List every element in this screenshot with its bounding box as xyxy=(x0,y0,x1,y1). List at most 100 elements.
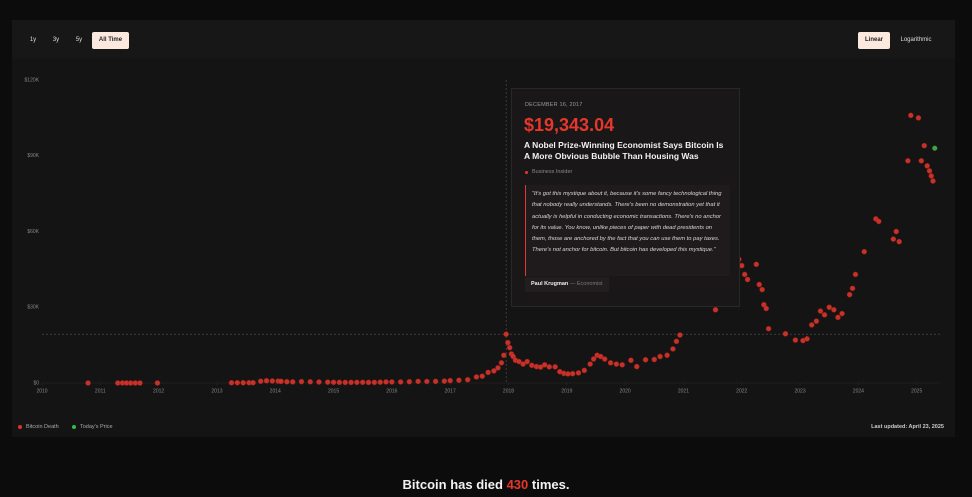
data-point xyxy=(808,322,815,328)
data-point xyxy=(284,378,290,385)
data-point xyxy=(479,373,486,379)
data-point xyxy=(670,346,676,352)
data-point xyxy=(849,285,856,292)
data-point xyxy=(269,378,276,384)
data-point xyxy=(397,379,404,385)
data-point xyxy=(581,367,588,374)
data-point xyxy=(835,314,841,321)
data-point xyxy=(501,352,507,359)
data-point xyxy=(587,361,593,367)
data-point xyxy=(85,380,91,386)
data-point xyxy=(263,377,270,384)
data-point xyxy=(931,145,938,151)
x-tick-label: 2025 xyxy=(911,388,922,394)
data-point xyxy=(377,379,384,385)
legend-label: Bitcoin Death xyxy=(26,424,59,430)
data-point xyxy=(804,336,810,342)
data-point xyxy=(520,361,526,367)
data-point xyxy=(928,173,935,179)
data-point xyxy=(336,379,343,386)
x-tick-label: 2020 xyxy=(620,388,631,394)
data-point xyxy=(389,379,395,385)
tooltip-headline: A Nobel Prize-Winning Economist Says Bit… xyxy=(524,140,724,161)
data-point xyxy=(633,363,640,370)
data-point xyxy=(756,281,763,288)
data-point xyxy=(516,358,522,365)
data-point xyxy=(289,379,296,385)
data-point xyxy=(137,380,143,386)
scale-button[interactable]: Linear xyxy=(858,32,890,49)
data-point xyxy=(456,377,462,384)
data-point xyxy=(330,379,337,386)
author-role: — Economist xyxy=(569,281,603,287)
data-point xyxy=(813,318,820,324)
footer-after: times. xyxy=(531,477,570,492)
legend-label: Today's Price xyxy=(80,424,113,430)
data-point xyxy=(354,379,360,386)
x-tick-label: 2016 xyxy=(386,388,397,394)
tooltip: DECEMBER 16, 2017 $19,343.04 A Nobel Pri… xyxy=(511,88,740,307)
data-point xyxy=(664,352,670,359)
scale-button[interactable]: Logarithmic xyxy=(900,37,932,43)
range-button[interactable]: 5y xyxy=(75,37,83,43)
x-tick-label: 2024 xyxy=(853,388,864,394)
data-point xyxy=(893,228,900,235)
data-point xyxy=(905,157,911,164)
data-point xyxy=(524,358,530,365)
tooltip-date: DECEMBER 16, 2017 xyxy=(525,102,583,108)
x-tick-label: 2014 xyxy=(270,388,281,394)
data-point xyxy=(278,378,284,385)
x-tick-label: 2018 xyxy=(503,388,514,394)
data-point xyxy=(546,364,553,370)
y-tick-label: $0 xyxy=(33,380,39,386)
data-point xyxy=(365,379,372,386)
data-point xyxy=(875,218,882,225)
data-point xyxy=(763,305,770,312)
y-tick-label: $90K xyxy=(27,153,39,159)
data-point xyxy=(651,356,658,363)
data-point xyxy=(529,362,535,369)
y-tick-label: $60K xyxy=(27,229,39,235)
data-point xyxy=(673,338,680,345)
data-point xyxy=(839,310,845,317)
data-point xyxy=(154,380,161,386)
x-tick-label: 2023 xyxy=(794,388,805,394)
data-point xyxy=(852,271,859,278)
data-point xyxy=(926,168,933,174)
data-point xyxy=(307,378,314,385)
data-point xyxy=(741,271,748,278)
data-point xyxy=(447,377,453,384)
data-point xyxy=(590,356,597,362)
last-updated: Last updated: April 23, 2025 xyxy=(871,424,944,430)
data-point xyxy=(498,359,505,366)
tooltip-author: Paul Krugman — Economist xyxy=(525,277,609,292)
data-point xyxy=(342,379,349,386)
data-point xyxy=(613,361,620,367)
data-point xyxy=(677,332,683,338)
data-point xyxy=(782,330,789,337)
legend-marker xyxy=(72,425,76,429)
data-point xyxy=(597,353,604,360)
data-point xyxy=(228,379,235,386)
data-point xyxy=(915,115,922,121)
data-point xyxy=(861,248,867,255)
legend-marker xyxy=(18,425,22,429)
data-point xyxy=(821,312,828,318)
data-point xyxy=(817,308,824,314)
tooltip-price: $19,343.04 xyxy=(524,115,615,135)
data-point xyxy=(575,370,582,376)
data-point xyxy=(441,378,448,384)
data-point xyxy=(371,379,378,386)
data-point xyxy=(432,378,439,385)
x-tick-label: 2011 xyxy=(95,388,106,394)
range-button[interactable]: All Time xyxy=(92,32,129,49)
data-point xyxy=(250,379,256,386)
data-point xyxy=(930,178,936,184)
data-point xyxy=(896,238,902,245)
range-button[interactable]: 3y xyxy=(52,37,60,43)
y-tick-label: $120K xyxy=(25,77,40,83)
range-button[interactable]: 1y xyxy=(29,37,37,43)
data-point xyxy=(464,376,471,383)
data-point xyxy=(628,357,634,364)
